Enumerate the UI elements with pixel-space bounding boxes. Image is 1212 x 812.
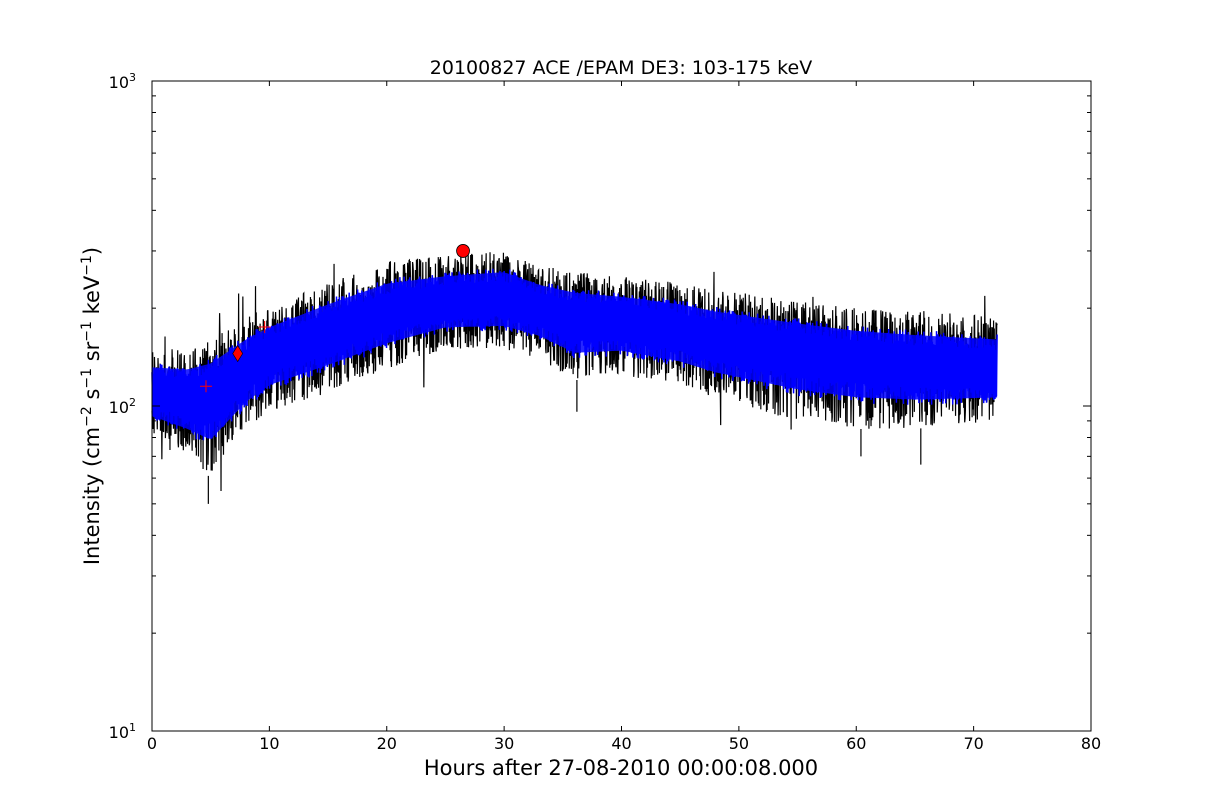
y-axis-label-exp3: −1 [79, 321, 95, 342]
plus-marker [199, 380, 212, 393]
marker-layer [199, 244, 470, 393]
y-axis-label-kev: keV [80, 275, 104, 321]
circle-marker [456, 244, 470, 258]
y-axis-label-prefix: Intensity (cm [80, 427, 104, 565]
x-axis: 0 10 20 30 40 50 60 70 80 [147, 81, 1101, 753]
plus-marker-path [258, 321, 271, 334]
x-tick-label: 10 [259, 734, 279, 753]
y-tick-label-base: 10 [109, 723, 129, 742]
data-layer [151, 252, 998, 504]
y-axis-label-sr: sr [80, 341, 104, 368]
x-tick-label: 60 [846, 734, 866, 753]
y-tick-label-exp: 1 [129, 721, 136, 734]
y-tick-label: 102 [109, 396, 136, 417]
x-tick-label: 0 [147, 734, 157, 753]
y-axis-label-suffix: ) [80, 247, 104, 255]
y-tick-label-base: 10 [109, 398, 129, 417]
smoothed-intensity-line [151, 268, 998, 441]
x-axis-label: Hours after 27-08-2010 00:00:08.000 [424, 756, 818, 780]
plus-marker [258, 321, 271, 334]
plus-marker-path [199, 380, 212, 393]
y-axis-label-exp4: −1 [79, 255, 95, 276]
y-tick-label-base: 10 [109, 73, 129, 92]
diamond-marker [232, 344, 244, 363]
x-tick-label: 30 [494, 734, 514, 753]
x-tick-label: 50 [729, 734, 749, 753]
y-tick-label-exp: 2 [129, 396, 136, 409]
y-tick-label-exp: 3 [129, 71, 136, 84]
x-tick-label: 40 [611, 734, 631, 753]
y-axis-label: Intensity (cm−2 s−1 sr−1 keV−1) [79, 247, 104, 565]
y-axis-label-s: s [80, 389, 104, 407]
x-tick-label: 80 [1081, 734, 1101, 753]
y-axis-label-exp2: −1 [79, 368, 95, 389]
y-axis-label-exp1: −2 [79, 406, 95, 427]
y-tick-label: 101 [109, 721, 136, 742]
x-tick-label: 20 [377, 734, 397, 753]
y-tick-label: 103 [109, 71, 136, 92]
x-tick-label: 70 [963, 734, 983, 753]
chart-title: 20100827 ACE /EPAM DE3: 103-175 keV [430, 57, 812, 79]
